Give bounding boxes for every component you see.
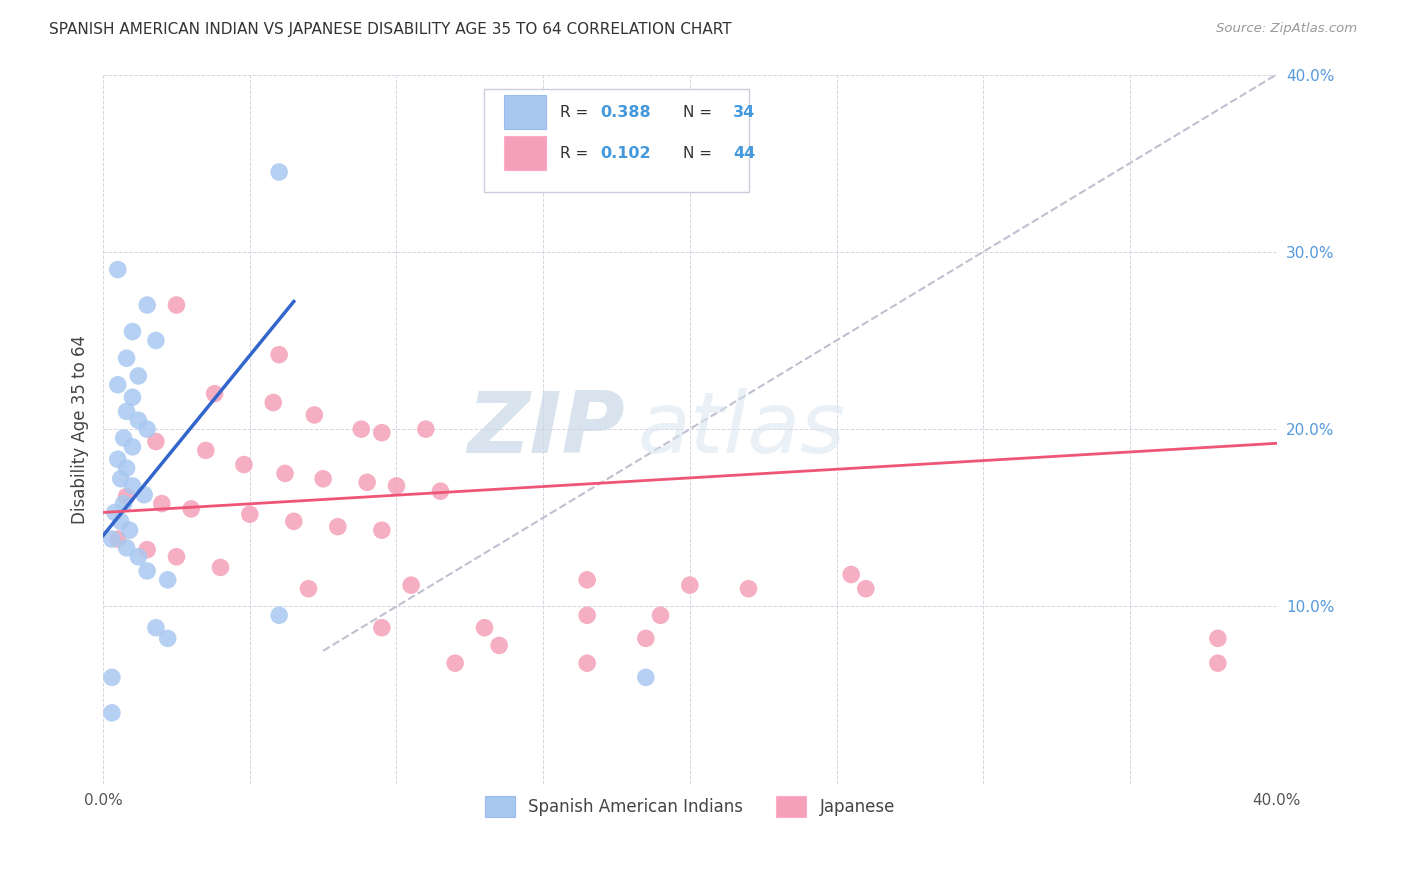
Point	[429, 484, 451, 499]
Point	[576, 656, 599, 670]
Text: 44: 44	[734, 145, 755, 161]
Text: ZIP: ZIP	[468, 388, 626, 471]
Point	[136, 422, 159, 436]
Point	[269, 608, 291, 623]
Point	[650, 608, 672, 623]
Point	[350, 422, 373, 436]
Point	[371, 425, 394, 440]
Point	[156, 632, 179, 646]
Point	[474, 621, 496, 635]
Point	[209, 560, 232, 574]
Point	[488, 639, 510, 653]
Point	[110, 514, 132, 528]
Point	[118, 523, 141, 537]
Point	[115, 490, 138, 504]
Point	[166, 549, 188, 564]
Point	[634, 632, 657, 646]
Text: 34: 34	[734, 104, 755, 120]
Point	[104, 506, 127, 520]
Point	[112, 497, 135, 511]
Point	[127, 413, 149, 427]
Point	[269, 348, 291, 362]
Point	[121, 440, 143, 454]
Point	[679, 578, 702, 592]
Point	[283, 514, 305, 528]
Point	[239, 507, 262, 521]
Point	[115, 404, 138, 418]
Point	[145, 334, 167, 348]
Point	[136, 542, 159, 557]
Text: SPANISH AMERICAN INDIAN VS JAPANESE DISABILITY AGE 35 TO 64 CORRELATION CHART: SPANISH AMERICAN INDIAN VS JAPANESE DISA…	[49, 22, 733, 37]
Point	[107, 262, 129, 277]
Point	[127, 368, 149, 383]
Point	[145, 434, 167, 449]
Point	[312, 472, 335, 486]
Text: R =: R =	[560, 145, 593, 161]
Point	[107, 532, 129, 546]
Point	[121, 325, 143, 339]
Point	[326, 519, 349, 533]
Point	[737, 582, 759, 596]
Y-axis label: Disability Age 35 to 64: Disability Age 35 to 64	[72, 334, 89, 524]
Point	[385, 479, 408, 493]
Text: Source: ZipAtlas.com: Source: ZipAtlas.com	[1216, 22, 1357, 36]
Point	[180, 502, 202, 516]
Point	[101, 706, 124, 720]
Point	[576, 608, 599, 623]
Point	[101, 670, 124, 684]
Point	[127, 549, 149, 564]
Point	[121, 479, 143, 493]
Point	[274, 467, 297, 481]
Text: 0.388: 0.388	[600, 104, 651, 120]
Point	[115, 541, 138, 555]
Point	[262, 395, 284, 409]
Legend: Spanish American Indians, Japanese: Spanish American Indians, Japanese	[477, 788, 903, 825]
Point	[204, 386, 226, 401]
Bar	[505, 136, 546, 170]
Point	[115, 461, 138, 475]
Point	[101, 532, 124, 546]
Text: 0.102: 0.102	[600, 145, 651, 161]
Point	[134, 488, 156, 502]
Point	[1206, 656, 1229, 670]
Point	[371, 523, 394, 537]
Point	[107, 377, 129, 392]
Point	[110, 472, 132, 486]
Bar	[505, 95, 546, 129]
Point	[839, 567, 862, 582]
Point	[136, 564, 159, 578]
Point	[107, 452, 129, 467]
Point	[415, 422, 437, 436]
Point	[1206, 632, 1229, 646]
Point	[371, 621, 394, 635]
Point	[166, 298, 188, 312]
Point	[156, 573, 179, 587]
Point	[855, 582, 877, 596]
Point	[444, 656, 467, 670]
Point	[194, 443, 217, 458]
Point	[112, 431, 135, 445]
Point	[399, 578, 422, 592]
Point	[634, 670, 657, 684]
Point	[145, 621, 167, 635]
FancyBboxPatch shape	[485, 88, 748, 192]
Text: N =: N =	[683, 145, 717, 161]
Point	[232, 458, 254, 472]
Point	[115, 351, 138, 366]
Point	[150, 497, 173, 511]
Point	[576, 573, 599, 587]
Point	[304, 408, 326, 422]
Point	[269, 165, 291, 179]
Point	[121, 390, 143, 404]
Text: N =: N =	[683, 104, 717, 120]
Point	[136, 298, 159, 312]
Point	[297, 582, 319, 596]
Text: R =: R =	[560, 104, 593, 120]
Point	[356, 475, 378, 490]
Text: atlas: atlas	[637, 388, 845, 471]
